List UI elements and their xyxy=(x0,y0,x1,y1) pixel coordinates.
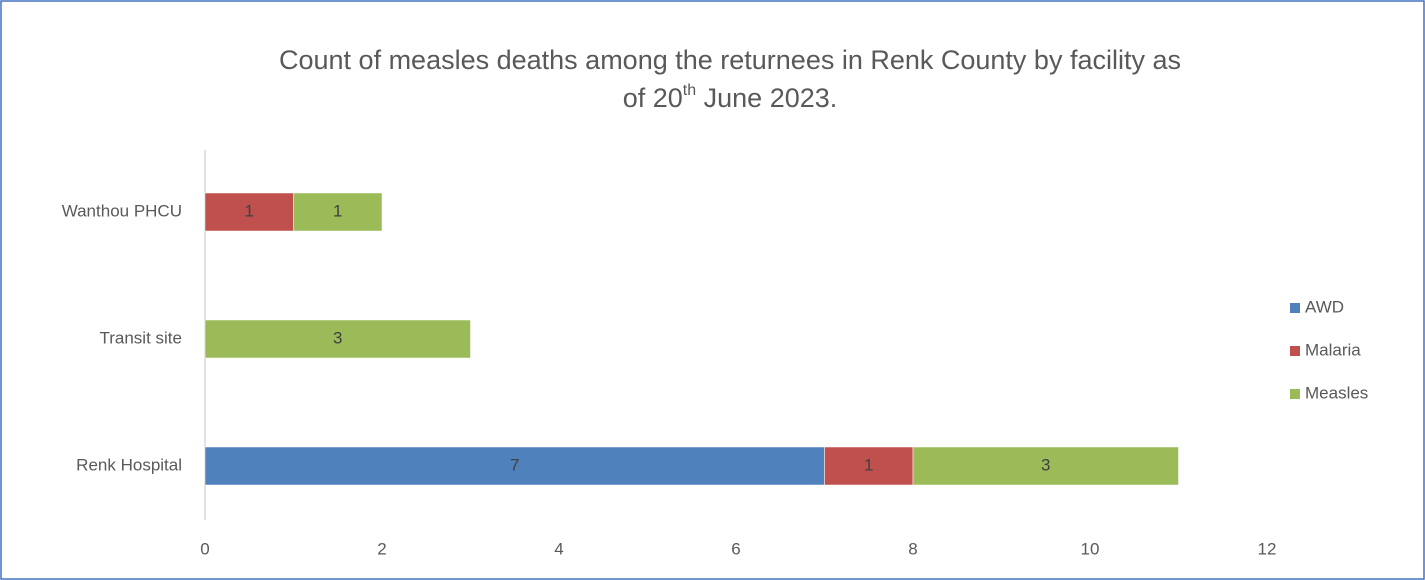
legend-swatch xyxy=(1290,346,1300,356)
x-tick-label: 6 xyxy=(731,539,740,558)
y-tick-label: Renk Hospital xyxy=(76,455,182,474)
bar-segment xyxy=(204,319,471,359)
title-superscript: th xyxy=(683,82,696,99)
legend-swatch xyxy=(1290,303,1300,313)
data-label: 3 xyxy=(333,328,342,347)
x-tick-label: 10 xyxy=(1081,539,1100,558)
x-tick-label: 4 xyxy=(554,539,563,558)
legend-swatch xyxy=(1290,389,1300,399)
x-tick-label: 2 xyxy=(377,539,386,558)
title-part: of 20 xyxy=(623,83,683,113)
legend-label: Measles xyxy=(1305,383,1368,402)
x-tick-label: 8 xyxy=(908,539,917,558)
y-tick-label: Transit site xyxy=(99,328,182,347)
bar-segment xyxy=(824,446,914,486)
bar-segment xyxy=(912,446,1179,486)
data-label: 1 xyxy=(333,201,342,220)
legend-label: Malaria xyxy=(1305,340,1361,359)
bar-segment xyxy=(204,192,294,232)
data-label: 7 xyxy=(510,455,519,474)
legend-label: AWD xyxy=(1305,297,1344,316)
bar-segment xyxy=(293,192,383,232)
bar-segment xyxy=(204,446,825,486)
data-label: 3 xyxy=(1041,455,1050,474)
x-tick-label: 0 xyxy=(200,539,209,558)
title-part: June 2023. xyxy=(696,83,837,113)
chart-title: Count of measles deaths among the return… xyxy=(279,45,1181,75)
chart-title: of 20th June 2023. xyxy=(623,82,838,113)
x-tick-label: 12 xyxy=(1258,539,1277,558)
y-tick-label: Wanthou PHCU xyxy=(62,201,182,220)
data-label: 1 xyxy=(245,201,254,220)
data-label: 1 xyxy=(864,455,873,474)
